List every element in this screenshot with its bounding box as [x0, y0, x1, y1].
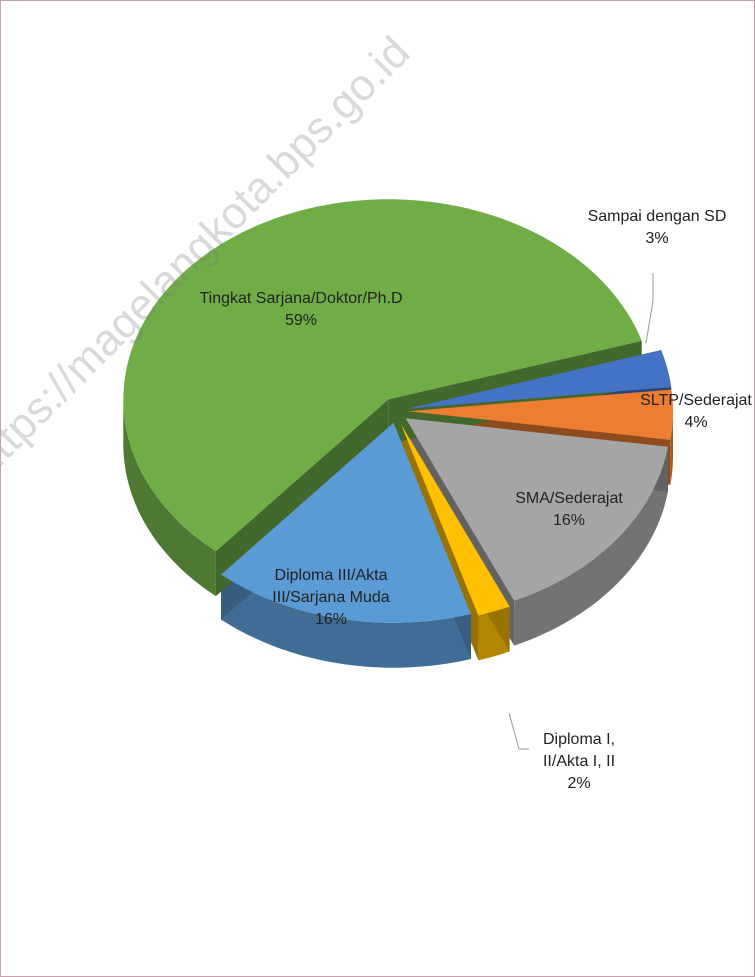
category-label: Tingkat Sarjana/Doktor/Ph.D	[199, 290, 403, 307]
value-label: 2%	[567, 775, 591, 792]
category-label: SLTP/Sederajat	[640, 392, 752, 409]
slice-side	[514, 446, 668, 646]
slice-label: SMA/Sederajat 16%	[499, 488, 639, 532]
leader-line	[645, 273, 654, 344]
slice-side	[670, 411, 673, 485]
category-label: Diploma I, II/Akta I, II	[542, 731, 616, 770]
pie-slice	[400, 424, 510, 616]
slice-label: Diploma III/Akta III/Sarjana Muda 16%	[246, 565, 416, 631]
slice-label: Tingkat Sarjana/Doktor/Ph.D 59%	[171, 288, 431, 332]
value-label: 59%	[284, 312, 318, 329]
pie-slice	[221, 422, 471, 623]
pie-slice	[123, 199, 642, 552]
slice-side	[221, 574, 471, 668]
pie-slice	[405, 418, 668, 601]
leader-line	[508, 712, 529, 750]
value-label: 16%	[552, 512, 586, 529]
value-label: 3%	[645, 230, 669, 247]
value-label: 4%	[684, 414, 708, 431]
slice-label: SLTP/Sederajat 4%	[636, 390, 754, 434]
category-label: Sampai dengan SD	[587, 208, 727, 225]
category-label: Diploma III/Akta III/Sarjana Muda	[272, 567, 390, 606]
value-label: 16%	[314, 611, 348, 628]
slice-label: Diploma I, II/Akta I, II 2%	[524, 729, 634, 795]
slice-side	[123, 399, 216, 597]
pie-slice	[408, 389, 673, 440]
pie-slice	[407, 350, 672, 409]
category-label: SMA/Sederajat	[515, 490, 623, 507]
slice-label: Sampai dengan SD 3%	[572, 206, 742, 250]
